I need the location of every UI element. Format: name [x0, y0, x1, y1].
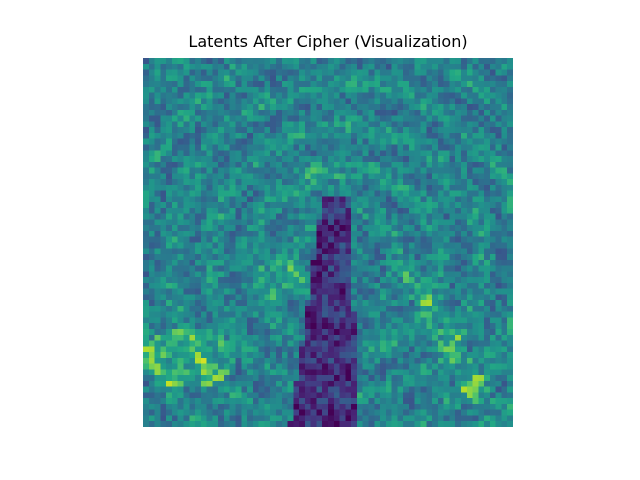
figure-title: Latents After Cipher (Visualization) [188, 32, 468, 51]
latent-heatmap [143, 58, 513, 427]
